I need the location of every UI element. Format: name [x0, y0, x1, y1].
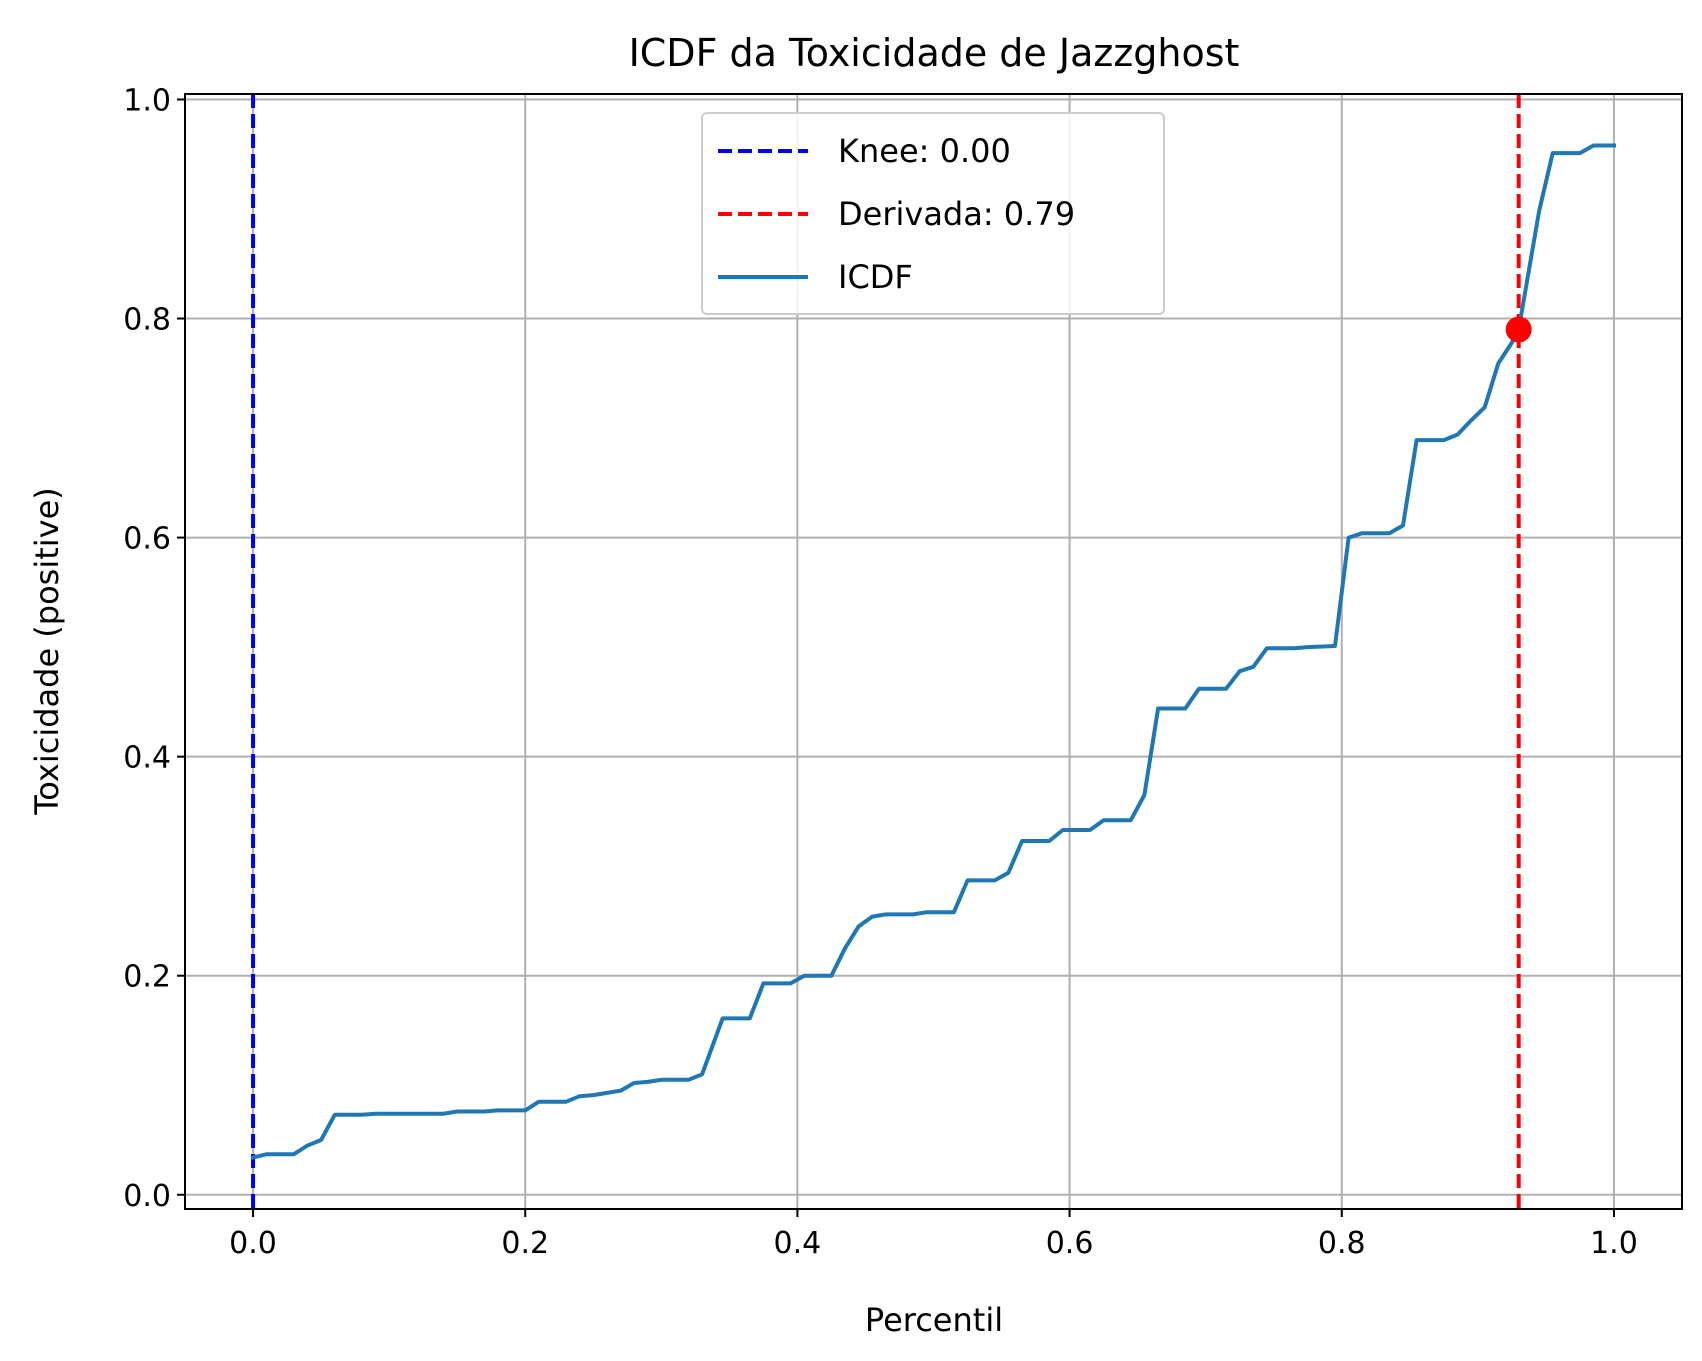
x-tick-label-4: 0.8: [1318, 1226, 1366, 1261]
x-axis-ticks: 0.0 0.2 0.4 0.6 0.8 1.0: [229, 1209, 1638, 1261]
y-axis-ticks: 0.0 0.2 0.4 0.6 0.8 1.0: [123, 83, 185, 1214]
derivada-point-marker: [1505, 316, 1532, 343]
legend-label-knee: Knee: 0.00: [838, 132, 1011, 170]
y-tick-label-1: 0.2: [123, 960, 171, 995]
x-tick-label-2: 0.4: [774, 1226, 822, 1261]
x-tick-label-5: 1.0: [1590, 1226, 1638, 1261]
reference-lines: [251, 94, 1521, 1209]
series: [250, 143, 1616, 1160]
x-tick-label-3: 0.6: [1046, 1226, 1094, 1261]
chart-title: ICDF da Toxicidade de Jazzghost: [629, 31, 1240, 75]
x-tick-label-0: 0.0: [229, 1226, 277, 1261]
y-tick-label-3: 0.6: [123, 522, 171, 557]
plot-frame: [184, 93, 1683, 1210]
x-tick-label-1: 0.2: [501, 1226, 549, 1261]
x-axis-title: Percentil: [865, 1301, 1003, 1339]
y-tick-label-4: 0.8: [123, 303, 171, 338]
legend-box: [701, 112, 1165, 315]
y-tick-label-2: 0.4: [123, 741, 171, 776]
legend: Knee: 0.00 Derivada: 0.79 ICDF: [701, 112, 1165, 315]
y-tick-label-5: 1.0: [123, 83, 171, 118]
markers: [1505, 316, 1532, 343]
y-axis-title: Toxicidade (positive): [28, 487, 66, 816]
y-tick-label-0: 0.0: [123, 1179, 171, 1214]
legend-label-icdf: ICDF: [838, 258, 913, 296]
series-line-0: [250, 143, 1616, 1160]
legend-label-derivada: Derivada: 0.79: [838, 195, 1075, 233]
